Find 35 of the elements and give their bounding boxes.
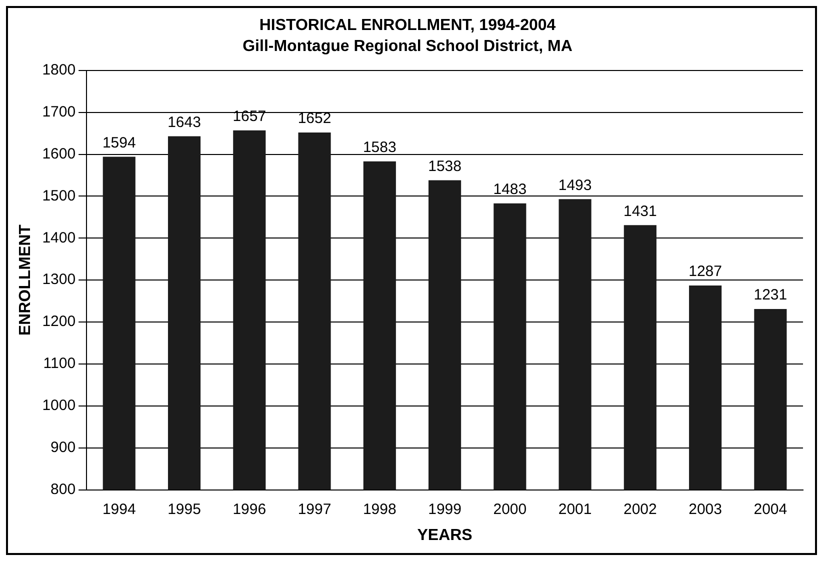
x-tick-label: 1994 [102,500,136,518]
y-axis-title: ENROLLMENT [17,224,34,336]
chart-title: HISTORICAL ENROLLMENT, 1994-2004 [259,17,556,34]
y-tick-label: 1500 [42,187,76,204]
x-tick-label: 1996 [232,500,266,518]
x-tick-label: 2004 [754,500,788,518]
y-tick-label: 1300 [42,271,76,288]
y-tick-label: 1800 [42,62,76,79]
x-tick-label: 1995 [168,500,201,518]
y-tick-label: 1000 [42,397,76,414]
y-tick-label: 1200 [42,313,76,330]
data-label: 1538 [428,158,462,175]
data-label: 1231 [754,286,788,304]
data-label: 1287 [688,263,722,280]
chart-subtitle: Gill-Montague Regional School District, MA [242,38,573,56]
x-tick-label: 2003 [688,500,722,518]
y-tick-label: 1600 [42,145,76,162]
data-label: 1431 [623,202,657,220]
x-tick-label: 2001 [558,500,592,518]
y-tick-label: 1700 [42,103,76,120]
data-label: 1583 [362,139,396,156]
data-label: 1643 [168,114,201,131]
x-axis-title: YEARS [417,526,473,544]
x-tick-label: 1999 [428,500,462,518]
y-tick-label: 1100 [43,355,76,372]
x-tick-label: 2000 [493,500,527,518]
y-tick-label: 800 [50,480,76,498]
x-tick-label: 2002 [623,500,657,518]
x-tick-label: 1998 [362,500,396,518]
data-label: 1493 [558,176,592,194]
y-tick-label: 900 [50,439,76,456]
y-tick-label: 1400 [42,229,76,246]
data-label: 1483 [493,180,527,198]
data-label: 1594 [102,134,136,152]
x-tick-label: 1997 [298,500,332,518]
